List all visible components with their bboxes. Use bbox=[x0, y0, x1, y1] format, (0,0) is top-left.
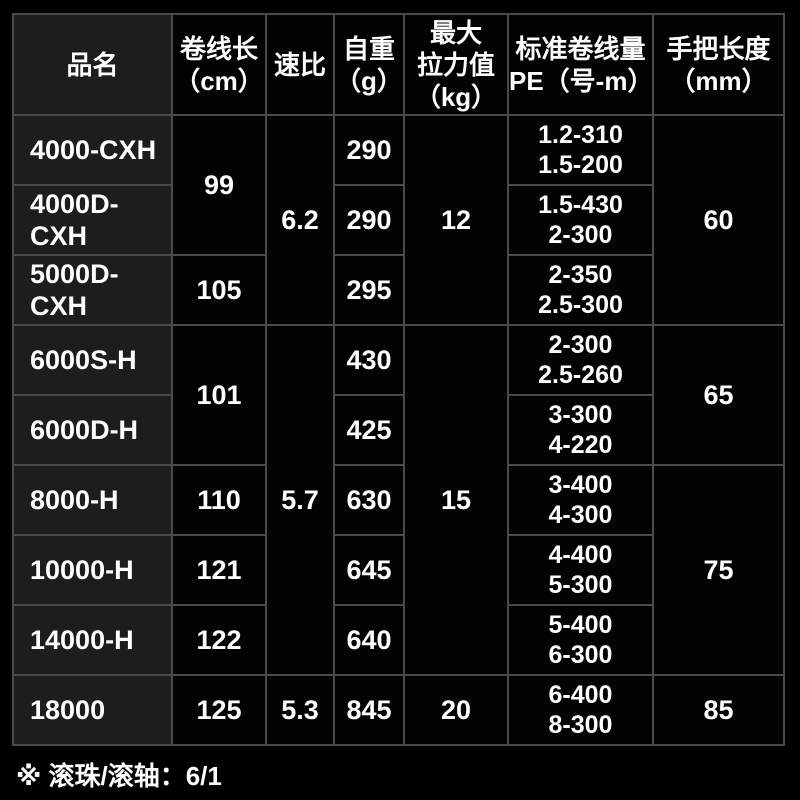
table-row: 14000-H 122 640 5-400 6-300 bbox=[12, 604, 784, 676]
max-drag-cell: 20 bbox=[403, 674, 509, 746]
pe-capacity-cell: 1.5-430 2-300 bbox=[507, 184, 654, 256]
pe-line: 1.2-310 bbox=[538, 121, 623, 149]
pe-capacity-cell: 5-400 6-300 bbox=[507, 604, 654, 676]
pe-capacity-cell: 3-400 4-300 bbox=[507, 464, 654, 536]
weight-cell: 630 bbox=[333, 464, 405, 536]
pe-line: 3-400 bbox=[548, 471, 613, 499]
pe-line: 8-300 bbox=[548, 711, 613, 739]
max-drag-cell: 12 bbox=[403, 114, 509, 326]
header-text: 拉力值 bbox=[416, 49, 495, 80]
handle-length-cell: 60 bbox=[652, 114, 785, 326]
handle-length-cell: 75 bbox=[652, 464, 785, 676]
pe-capacity-cell: 2-300 2.5-260 bbox=[507, 324, 654, 396]
pe-line: 1.5-430 bbox=[538, 191, 623, 219]
handle-length-cell: 85 bbox=[652, 674, 785, 746]
weight-cell: 295 bbox=[333, 254, 405, 326]
table-row: 18000 125 5.3 845 20 6-400 8-300 85 bbox=[12, 674, 785, 746]
header-text: 标准卷线量 bbox=[515, 33, 646, 64]
weight-cell: 645 bbox=[333, 534, 405, 606]
header-text: （kg） bbox=[414, 81, 498, 112]
weight-cell: 425 bbox=[333, 394, 405, 466]
header-text: PE（号-m） bbox=[509, 65, 653, 96]
pe-line: 6-400 bbox=[548, 681, 613, 709]
line-length-cell: 121 bbox=[171, 534, 267, 606]
pe-line: 6-300 bbox=[548, 641, 613, 669]
line-length-cell: 99 bbox=[171, 114, 267, 256]
header-row: 品名 卷线长 （cm） 速比 自重 （g） 最大 拉力值 （kg） bbox=[12, 13, 785, 116]
header-max-drag: 最大 拉力值 （kg） bbox=[403, 13, 509, 116]
weight-cell: 430 bbox=[333, 324, 405, 396]
header-product-name: 品名 bbox=[12, 13, 173, 116]
pe-line: 4-220 bbox=[548, 431, 613, 459]
line-length-cell: 125 bbox=[171, 674, 267, 746]
product-name-cell: 4000D-CXH bbox=[12, 184, 173, 256]
line-length-cell: 122 bbox=[171, 604, 267, 676]
line-length-cell: 101 bbox=[171, 324, 267, 466]
pe-line: 1.5-200 bbox=[538, 151, 623, 179]
pe-capacity-cell: 1.2-310 1.5-200 bbox=[507, 114, 654, 186]
table-row: 10000-H 121 645 4-400 5-300 bbox=[12, 534, 784, 606]
reel-spec-table: 品名 卷线长 （cm） 速比 自重 （g） 最大 拉力值 （kg） bbox=[12, 13, 785, 746]
pe-line: 2-350 bbox=[548, 261, 613, 289]
pe-capacity-cell: 3-300 4-220 bbox=[507, 394, 654, 466]
table-row: 4000D-CXH 290 1.5-430 2-300 bbox=[12, 184, 784, 256]
pe-line: 5-400 bbox=[548, 611, 613, 639]
table-row: 6000D-H 425 3-300 4-220 bbox=[12, 394, 784, 466]
gear-ratio-cell: 5.7 bbox=[265, 324, 335, 676]
header-gear-ratio: 速比 bbox=[265, 13, 335, 116]
header-line-capacity: 标准卷线量 PE（号-m） bbox=[507, 13, 654, 116]
pe-line: 5-300 bbox=[548, 571, 613, 599]
product-name-cell: 14000-H bbox=[12, 604, 173, 676]
line-length-cell: 110 bbox=[171, 464, 267, 536]
weight-cell: 290 bbox=[333, 184, 405, 256]
pe-line: 2.5-260 bbox=[538, 361, 623, 389]
header-text: （g） bbox=[335, 65, 403, 96]
handle-length-cell: 65 bbox=[652, 324, 785, 466]
pe-line: 3-300 bbox=[548, 401, 613, 429]
pe-capacity-cell: 6-400 8-300 bbox=[507, 674, 654, 746]
header-text: （mm） bbox=[669, 65, 768, 96]
header-text: 品名 bbox=[66, 49, 119, 80]
header-text: （cm） bbox=[174, 65, 264, 96]
product-name-cell: 4000-CXH bbox=[12, 114, 173, 186]
max-drag-cell: 15 bbox=[403, 324, 509, 676]
product-name-cell: 10000-H bbox=[12, 534, 173, 606]
pe-line: 4-300 bbox=[548, 501, 613, 529]
header-handle-length: 手把长度 （mm） bbox=[652, 13, 785, 116]
product-name-cell: 18000 bbox=[12, 674, 173, 746]
weight-cell: 845 bbox=[333, 674, 405, 746]
pe-capacity-cell: 2-350 2.5-300 bbox=[507, 254, 654, 326]
bearing-footnote: ※ 滚珠/滚轴：6/1 bbox=[16, 761, 222, 791]
line-length-cell: 105 bbox=[171, 254, 267, 326]
pe-line: 2-300 bbox=[548, 331, 613, 359]
header-line-length: 卷线长 （cm） bbox=[171, 13, 267, 116]
table-row: 8000-H 110 630 3-400 4-300 75 bbox=[12, 464, 785, 676]
product-name-cell: 8000-H bbox=[12, 464, 173, 536]
table-row: 6000S-H 101 5.7 430 15 2-300 2.5-260 65 bbox=[12, 324, 785, 676]
pe-line: 4-400 bbox=[548, 541, 613, 569]
header-text: 手把长度 bbox=[666, 33, 771, 64]
header-weight: 自重 （g） bbox=[333, 13, 405, 116]
product-name-cell: 6000S-H bbox=[12, 324, 173, 396]
weight-cell: 640 bbox=[333, 604, 405, 676]
spec-table-container: 品名 卷线长 （cm） 速比 自重 （g） 最大 拉力值 （kg） bbox=[12, 13, 785, 746]
pe-line: 2-300 bbox=[548, 221, 613, 249]
gear-ratio-cell: 6.2 bbox=[265, 114, 335, 326]
pe-line: 2.5-300 bbox=[538, 291, 623, 319]
product-name-cell: 5000D-CXH bbox=[12, 254, 173, 326]
gear-ratio-cell: 5.3 bbox=[265, 674, 335, 746]
header-text: 速比 bbox=[273, 49, 326, 80]
table-row: 5000D-CXH 105 295 2-350 2.5-300 bbox=[12, 254, 784, 326]
header-text: 自重 bbox=[342, 33, 395, 64]
table-row: 4000-CXH 99 6.2 290 12 1.2-310 1.5-200 6… bbox=[12, 114, 785, 326]
product-name-cell: 6000D-H bbox=[12, 394, 173, 466]
header-text: 最大 bbox=[429, 17, 482, 48]
header-text: 卷线长 bbox=[179, 33, 258, 64]
pe-capacity-cell: 4-400 5-300 bbox=[507, 534, 654, 606]
weight-cell: 290 bbox=[333, 114, 405, 186]
